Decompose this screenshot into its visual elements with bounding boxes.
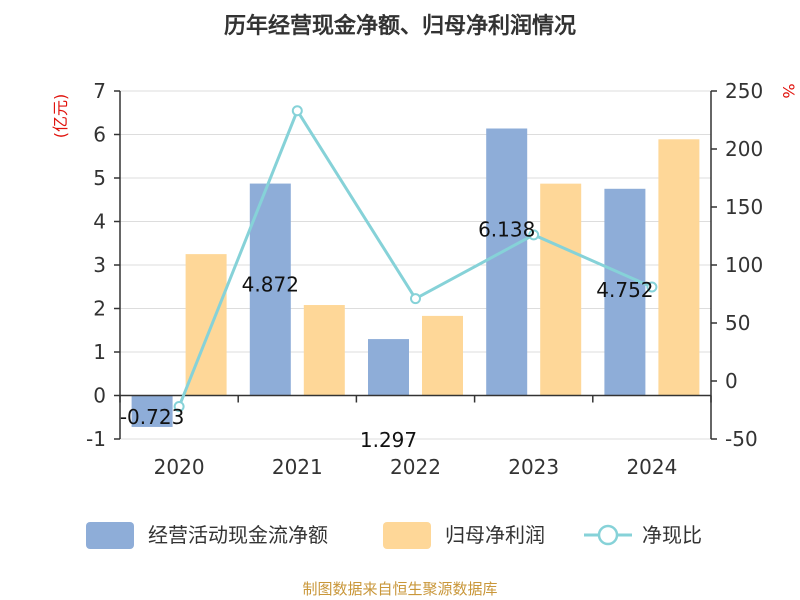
x-tick-label-2023: 2023 bbox=[508, 455, 559, 479]
right-tick-label-0: 0 bbox=[725, 369, 738, 393]
bar-netprofit-2021[interactable] bbox=[303, 305, 345, 396]
legend-item-cash-ratio-swatch-marker bbox=[597, 524, 619, 546]
legend-item-cashflow-swatch bbox=[86, 522, 134, 549]
legend-item-netprofit-swatch bbox=[383, 522, 431, 549]
right-tick-label-200: 200 bbox=[725, 137, 763, 161]
data-label-cashflow-2020: -0.723 bbox=[120, 405, 184, 429]
bar-netprofit-2022[interactable] bbox=[422, 315, 463, 396]
right-tick-label-100: 100 bbox=[725, 253, 763, 277]
point-cash-ratio-2021[interactable] bbox=[291, 105, 303, 117]
source-note: 制图数据来自恒生聚源数据库 bbox=[302, 580, 497, 598]
left-tick-label-3: 3 bbox=[93, 253, 106, 277]
point-cash-ratio-2022[interactable] bbox=[410, 293, 421, 305]
legend-item-netprofit[interactable]: 归母净利润 bbox=[383, 522, 545, 549]
data-label-cashflow-2023: 6.138 bbox=[478, 217, 535, 241]
bar-cashflow-2020[interactable] bbox=[131, 395, 173, 427]
x-tick-label-2020: 2020 bbox=[154, 455, 205, 479]
legend-item-netprofit-label: 归母净利润 bbox=[445, 523, 545, 547]
bar-cashflow-2024[interactable] bbox=[604, 188, 646, 396]
data-label-cashflow-2022: 1.297 bbox=[360, 428, 417, 452]
bar-cashflow-2023[interactable] bbox=[486, 128, 528, 396]
legend[interactable]: 经营活动现金流净额 归母净利润 净现比 bbox=[86, 522, 702, 549]
left-tick-label-0: 0 bbox=[93, 384, 106, 408]
left-tick-label-2: 2 bbox=[93, 297, 106, 321]
data-label-cashflow-2021: 4.872 bbox=[242, 273, 299, 297]
left-axis-unit: (亿元) bbox=[51, 94, 70, 139]
point-cash-ratio-2024[interactable] bbox=[646, 281, 658, 293]
legend-item-cashflow[interactable]: 经营活动现金流净额 bbox=[86, 522, 328, 549]
bar-netprofit-2023[interactable] bbox=[540, 183, 582, 396]
x-tick-label-2024: 2024 bbox=[626, 455, 677, 479]
left-tick-label--1: -1 bbox=[86, 427, 106, 451]
left-tick-label-6: 6 bbox=[93, 123, 106, 147]
data-label-cashflow-2024: 4.752 bbox=[596, 278, 653, 302]
x-tick-label-2021: 2021 bbox=[272, 455, 323, 479]
left-tick-label-5: 5 bbox=[93, 166, 106, 190]
bar-cashflow-2021[interactable] bbox=[249, 183, 291, 396]
legend-item-cash-ratio-label: 净现比 bbox=[642, 523, 702, 547]
point-cash-ratio-2023[interactable] bbox=[528, 229, 540, 241]
right-tick-label-50: 50 bbox=[725, 311, 750, 335]
right-tick-label--50: -50 bbox=[725, 427, 758, 451]
right-tick-label-150: 150 bbox=[725, 195, 763, 219]
bar-netprofit-2024[interactable] bbox=[658, 139, 700, 396]
bar-cashflow-2022[interactable] bbox=[368, 339, 409, 396]
legend-item-cashflow-label: 经营活动现金流净额 bbox=[148, 523, 328, 547]
chart-title: 历年经营现金净额、归母净利润情况 bbox=[224, 13, 576, 39]
point-cash-ratio-2020[interactable] bbox=[173, 401, 185, 413]
right-tick-label-250: 250 bbox=[725, 79, 763, 103]
left-tick-label-1: 1 bbox=[93, 340, 106, 364]
x-tick-label-2022: 2022 bbox=[390, 455, 441, 479]
left-tick-label-4: 4 bbox=[93, 210, 106, 234]
left-tick-label-7: 7 bbox=[93, 79, 106, 103]
right-axis-unit: % bbox=[779, 83, 798, 98]
plot-area: -1 0 1 2 3 4 5 6 7 -50 0 50 100 150 200 250 2020 2021 2022… bbox=[86, 79, 763, 479]
legend-item-cash-ratio[interactable]: 净现比 bbox=[584, 523, 702, 547]
